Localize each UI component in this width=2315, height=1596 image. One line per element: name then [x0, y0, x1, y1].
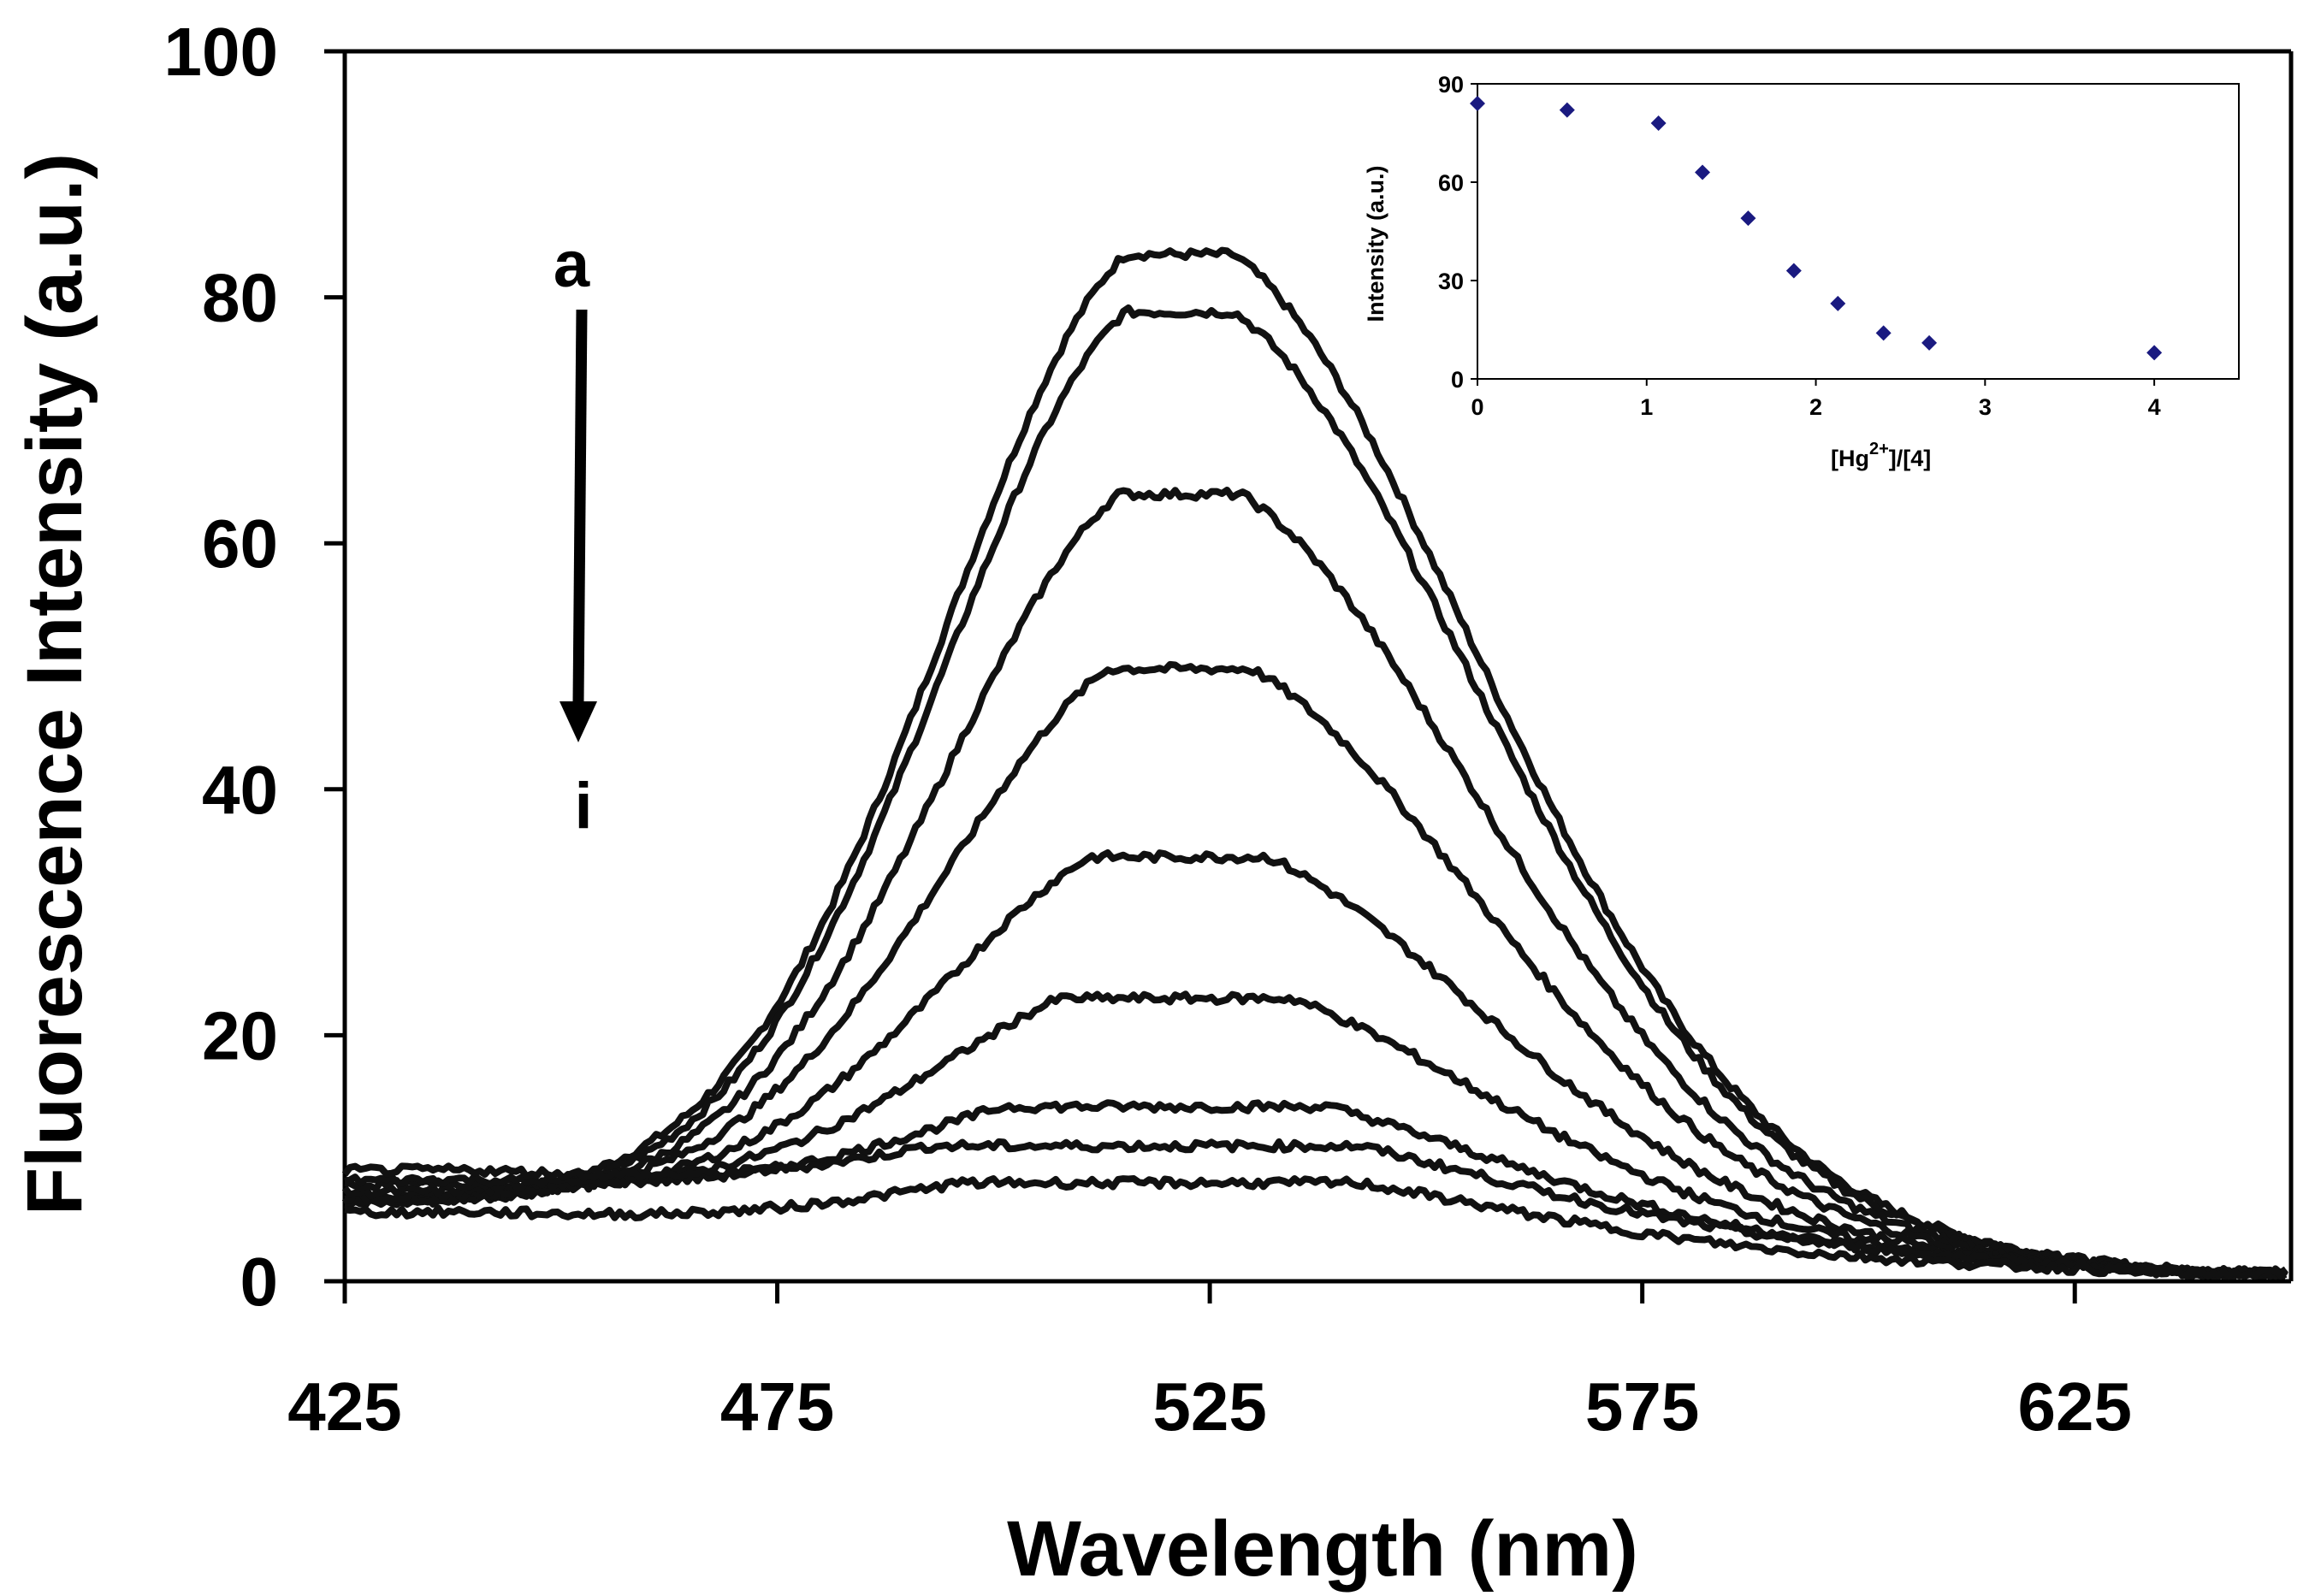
spectrum-line-i: [344, 1175, 2288, 1280]
inset-points-group: [1470, 96, 2163, 361]
inset-y-axis-title: Intensity (a.u.): [1363, 165, 1388, 322]
y-axis-title: Fluorescence Intensity (a.u.): [11, 153, 98, 1215]
annotation-end-label: i: [574, 770, 592, 842]
inset-data-point: [2146, 345, 2163, 361]
inset-data-point: [1650, 115, 1667, 131]
main-series-group: [341, 246, 2288, 1280]
inset-y-tick-label: 60: [1438, 170, 1464, 196]
inset-x-tick-label: 4: [2148, 394, 2161, 420]
main-x-ticks: 425 475 525 575 625: [287, 1281, 2132, 1445]
main-x-tick-label: 525: [1152, 1368, 1266, 1445]
inset-data-point: [1921, 334, 1938, 351]
main-y-tick-label: 80: [202, 260, 278, 336]
inset-x-title-superscript: 2+: [1869, 440, 1889, 458]
main-y-tick-label: 60: [202, 505, 278, 582]
inset-x-axis-title: [Hg2+]/[4]: [1831, 440, 1931, 471]
inset-x-tick-label: 1: [1640, 394, 1653, 420]
inset-x-tick-label: 0: [1471, 394, 1483, 420]
annotation-arrow-head: [560, 701, 597, 742]
inset-data-point: [1695, 164, 1711, 180]
inset-plot: 0 1 2 3 4 0 30 60 90 [Hg2+]/[4] Intensity (a.u.…: [1363, 72, 2240, 471]
inset-data-point: [1740, 210, 1756, 227]
inset-data-point: [1785, 263, 1802, 279]
spectrum-line-b: [344, 304, 2288, 1280]
inset-x-ticks: 0 1 2 3 4: [1471, 379, 2161, 420]
inset-data-point: [1830, 295, 1846, 311]
spectrum-line-d: [344, 660, 2288, 1280]
x-axis-title: Wavelength (nm): [1007, 1505, 1638, 1593]
inset-frame: [1477, 83, 2240, 380]
spectrum-line-h: [341, 1138, 2288, 1280]
inset-x-tick-label: 3: [1979, 394, 1992, 420]
main-x-tick-label: 425: [287, 1368, 401, 1445]
inset-y-tick-label: 90: [1438, 72, 1464, 98]
inset-y-tick-label: 30: [1438, 269, 1464, 294]
main-y-ticks: 0 20 40 60 80 100: [164, 14, 345, 1320]
main-x-tick-label: 625: [2017, 1368, 2131, 1445]
inset-y-tick-label: 0: [1451, 367, 1464, 393]
annotation-start-label: a: [554, 228, 590, 301]
main-y-tick-label: 20: [202, 997, 278, 1073]
inset-x-title-part-b: ]/[4]: [1889, 446, 1932, 471]
spectrum-line-e: [341, 849, 2288, 1280]
main-y-tick-label: 100: [164, 14, 278, 90]
inset-x-title-part-a: [Hg: [1831, 446, 1869, 471]
inset-y-ticks: 0 30 60 90: [1438, 72, 1477, 393]
inset-data-point: [1470, 96, 1485, 111]
main-x-tick-label: 475: [720, 1368, 834, 1445]
inset-x-tick-label: 2: [1809, 394, 1822, 420]
main-x-tick-label: 575: [1585, 1368, 1699, 1445]
main-y-tick-label: 40: [202, 752, 278, 828]
spectrum-line-f: [344, 990, 2288, 1280]
inset-data-point: [1559, 102, 1575, 118]
main-y-tick-label: 0: [240, 1244, 279, 1320]
inset-data-point: [1875, 325, 1892, 341]
annotation-arrow-shaft: [572, 309, 588, 702]
